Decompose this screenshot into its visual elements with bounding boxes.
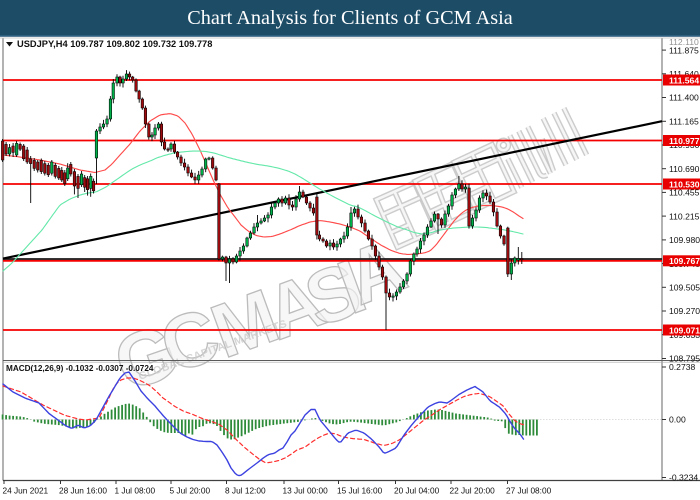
svg-text:111.640: 111.640 [669,69,699,79]
svg-text:110.530: 110.530 [669,179,700,189]
svg-text:110.690: 110.690 [669,164,700,174]
svg-text:111.165: 111.165 [669,117,699,127]
svg-text:112.110: 112.110 [669,37,699,47]
svg-text:111.875: 111.875 [669,45,699,55]
svg-text:109.071: 109.071 [669,325,700,335]
svg-text:Chart Analysis for Clients of: Chart Analysis for Clients of GCM Asia [187,7,513,29]
svg-text:109.505: 109.505 [669,283,700,293]
svg-text:20 Jul 04:00: 20 Jul 04:00 [394,486,440,496]
svg-text:110.455: 110.455 [669,188,700,198]
svg-text:110.977: 110.977 [669,136,700,146]
svg-text:0.00: 0.00 [669,415,686,425]
svg-text:24 Jun 2021: 24 Jun 2021 [3,486,49,496]
svg-text:5 Jul 20:00: 5 Jul 20:00 [170,486,211,496]
svg-text:MACD(12,26,9) -0.1032 -0.0307: MACD(12,26,9) -0.1032 -0.0307 -0.0724 [6,364,154,373]
svg-text:22 Jul 20:00: 22 Jul 20:00 [450,486,496,496]
svg-text:111.564: 111.564 [669,75,699,85]
svg-text:110.215: 110.215 [669,211,700,221]
svg-text:109.270: 109.270 [669,306,700,316]
svg-text:USDJPY,H4 109.787 109.802 109: USDJPY,H4 109.787 109.802 109.732 109.77… [17,39,212,49]
svg-text:0.2738: 0.2738 [669,362,696,372]
svg-text:109.980: 109.980 [669,235,700,245]
svg-text:109.767: 109.767 [669,256,700,266]
svg-text:13 Jul 00:00: 13 Jul 00:00 [283,486,329,496]
svg-text:27 Jul 08:00: 27 Jul 08:00 [506,486,552,496]
svg-text:15 Jul 16:00: 15 Jul 16:00 [337,486,383,496]
svg-text:108.795: 108.795 [669,354,700,364]
svg-text:111.400: 111.400 [669,93,699,103]
svg-text:28 Jun 16:00: 28 Jun 16:00 [59,486,107,496]
svg-text:8 Jul 12:00: 8 Jul 12:00 [225,486,266,496]
svg-text:1 Jul 08:00: 1 Jul 08:00 [115,486,156,496]
svg-text:-0.3234: -0.3234 [669,473,698,483]
